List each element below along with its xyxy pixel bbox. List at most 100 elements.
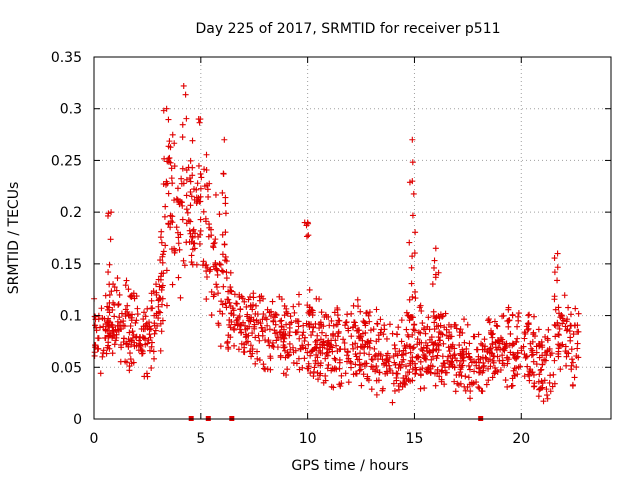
data-point <box>429 281 436 288</box>
data-point <box>249 330 256 337</box>
data-point <box>563 353 570 360</box>
data-point <box>466 340 473 347</box>
data-point <box>216 211 223 218</box>
data-point <box>349 323 356 330</box>
data-point <box>445 364 452 371</box>
data-point <box>475 384 482 391</box>
data-point <box>227 284 234 291</box>
data-point <box>206 224 213 231</box>
data-point <box>574 328 581 335</box>
data-point <box>445 353 452 360</box>
data-point <box>171 197 178 204</box>
data-point <box>134 305 141 312</box>
data-point <box>537 367 544 374</box>
data-point <box>223 275 230 282</box>
data-point <box>413 366 420 373</box>
data-point <box>546 379 553 386</box>
data-point <box>131 343 138 350</box>
data-point <box>282 330 289 337</box>
data-point <box>122 306 129 313</box>
data-point <box>334 312 341 319</box>
data-point <box>379 387 386 394</box>
data-point <box>222 194 229 201</box>
data-point <box>524 326 531 333</box>
data-point <box>366 318 373 325</box>
data-point <box>552 306 559 313</box>
data-point <box>574 345 581 352</box>
data-point <box>151 320 158 327</box>
data-point <box>210 244 217 251</box>
data-point <box>211 239 218 246</box>
data-point <box>219 189 226 196</box>
data-point <box>296 366 303 373</box>
data-point <box>479 342 486 349</box>
data-point <box>409 159 416 166</box>
data-point <box>341 340 348 347</box>
data-point <box>518 347 525 354</box>
data-point <box>106 261 113 268</box>
data-point <box>112 337 119 344</box>
data-point <box>224 340 231 347</box>
data-point <box>431 319 438 326</box>
data-point <box>148 343 155 350</box>
data-point <box>510 367 517 374</box>
data-point <box>355 333 362 340</box>
data-point <box>151 330 158 337</box>
data-point <box>408 280 415 287</box>
data-point <box>273 311 280 318</box>
data-point <box>208 232 215 239</box>
data-point <box>402 381 409 388</box>
data-point <box>509 311 516 318</box>
data-point <box>120 318 127 325</box>
data-point <box>227 269 234 276</box>
data-point <box>494 368 501 375</box>
data-point <box>252 310 259 317</box>
data-point <box>504 383 511 390</box>
data-point <box>373 363 380 370</box>
data-point <box>565 350 572 357</box>
data-point <box>225 332 232 339</box>
data-point <box>555 331 562 338</box>
data-point <box>502 377 509 384</box>
data-point <box>352 361 359 368</box>
data-point <box>439 313 446 320</box>
data-point <box>398 317 405 324</box>
data-point <box>444 357 451 364</box>
data-point <box>452 355 459 362</box>
data-point <box>468 379 475 386</box>
data-point <box>434 352 441 359</box>
data-point <box>196 240 203 247</box>
data-point <box>337 346 344 352</box>
data-point <box>295 301 302 308</box>
data-point <box>166 138 173 145</box>
data-point <box>175 234 182 241</box>
data-point <box>551 293 558 300</box>
data-point <box>451 351 458 358</box>
data-point <box>363 310 370 317</box>
data-point <box>219 268 226 275</box>
data-point <box>336 381 343 388</box>
data-point <box>157 347 164 354</box>
data-point <box>332 356 339 363</box>
data-point <box>345 327 352 334</box>
data-point <box>485 316 492 323</box>
data-point <box>105 339 112 346</box>
data-point <box>457 380 464 387</box>
data-point <box>374 320 381 327</box>
data-point <box>109 306 116 313</box>
data-point <box>440 360 447 367</box>
data-point <box>567 337 574 344</box>
data-point <box>183 220 190 227</box>
y-tick-label: 0.05 <box>51 360 82 376</box>
data-point <box>421 355 428 362</box>
data-point <box>408 314 415 321</box>
data-point <box>296 335 303 342</box>
data-point <box>507 349 514 356</box>
data-point <box>340 336 347 343</box>
data-point <box>425 314 432 321</box>
data-point <box>453 325 460 332</box>
data-point <box>526 311 533 318</box>
data-point <box>99 353 106 360</box>
data-point <box>499 357 506 364</box>
data-point <box>194 198 201 205</box>
